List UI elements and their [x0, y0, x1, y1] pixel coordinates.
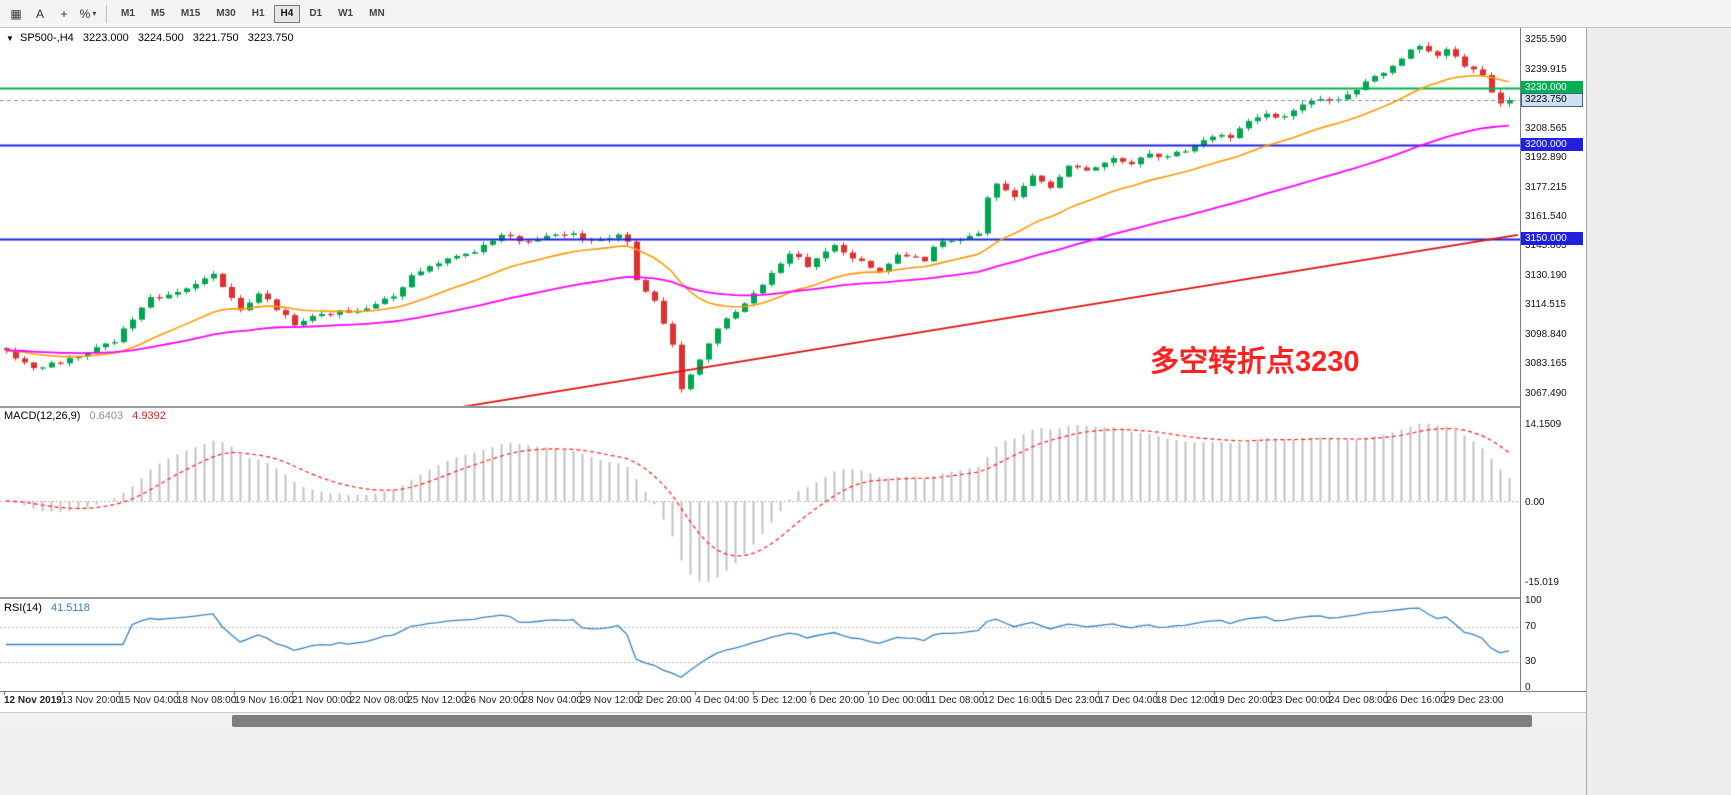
hline-badge-3230: 3230.000	[1521, 81, 1583, 95]
price-axis-label: 3208.565	[1525, 122, 1567, 134]
price-axis-label: 3114.515	[1525, 299, 1566, 311]
price-axis-label: 3083.165	[1525, 358, 1567, 370]
crosshair-icon[interactable]: +	[60, 6, 68, 21]
rsi-scale-label: 30	[1525, 655, 1537, 667]
timeframe-m15-button[interactable]: M15	[180, 8, 201, 19]
macd-value: 0.6403	[89, 410, 124, 422]
timeframe-w1-button[interactable]: W1	[338, 8, 354, 19]
price-axis-label: 3239.915	[1525, 63, 1567, 75]
rsi-scale-label: 0	[1525, 682, 1531, 693]
price-axis-label: 3098.840	[1525, 328, 1567, 340]
price-axis-label: 3145.865	[1525, 240, 1567, 252]
panel-splitter[interactable]	[0, 406, 1586, 408]
rsi-value: 41.5118	[50, 602, 90, 614]
macd-scale-min: -15.019	[1525, 576, 1559, 588]
time-axis-label: 25 Nov 12:00	[407, 695, 467, 706]
close-value: 3223.750	[247, 32, 294, 44]
macd-scale-max: 14.1509	[1525, 418, 1562, 430]
fibonacci-icon[interactable]: % ▾	[79, 6, 97, 21]
timeframe-h4-button[interactable]: H4	[273, 4, 301, 23]
timeframe-m1-button[interactable]: M1	[121, 8, 135, 19]
chart-canvas[interactable]	[0, 28, 1520, 698]
rsi-name: RSI(14)	[4, 602, 42, 614]
chart-window: ▼ SP500-,H4 3223.000 3224.500 3221.750 3…	[0, 28, 1586, 727]
time-axis-label: 12 Nov 2019	[4, 695, 62, 706]
bid-price-badge: 3223.750	[1521, 93, 1583, 108]
chart-annotation-text[interactable]: 多空转折点3230	[1150, 346, 1360, 378]
timeframe-d1-button[interactable]: D1	[309, 8, 323, 19]
time-axis-label: 28 Nov 04:00	[522, 695, 582, 706]
price-axis-label: 3255.590	[1525, 34, 1567, 46]
time-axis-label: 11 Dec 08:00	[925, 695, 985, 706]
horizontal-scrollbar[interactable]	[0, 712, 1586, 727]
rsi-panel-label: RSI(14) 41.5118	[4, 602, 96, 614]
price-axis-label: 3130.190	[1525, 269, 1567, 281]
time-axis-line	[0, 691, 1586, 692]
time-axis-label: 19 Nov 16:00	[234, 695, 294, 706]
time-axis-label: 6 Dec 20:00	[810, 695, 865, 706]
hline-badge-3150: 3150.000	[1521, 231, 1583, 245]
time-axis-label: 15 Dec 23:00	[1040, 695, 1101, 706]
time-axis-label: 17 Dec 04:00	[1098, 695, 1158, 706]
right-gutter	[1586, 28, 1731, 795]
rsi-scale-label: 100	[1525, 595, 1542, 606]
price-axis[interactable]: 3223.750 14.1509 0.00 -15.019 3255.590 32…	[1520, 28, 1586, 693]
chart-title: ▼ SP500-,H4 3223.000 3224.500 3221.750 3…	[6, 32, 300, 44]
time-axis-label: 4 Dec 04:00	[695, 695, 750, 706]
timeframe-m30-button[interactable]: M30	[216, 8, 236, 19]
timeframe-mn-button[interactable]: MN	[369, 8, 385, 19]
time-axis-label: 19 Dec 20:00	[1213, 695, 1274, 706]
charts-icon[interactable]: ▦	[10, 6, 22, 21]
macd-name: MACD(12,26,9)	[4, 410, 81, 422]
toolbar-separator	[106, 4, 107, 23]
price-axis-label: 3161.540	[1525, 210, 1567, 222]
time-axis-label: 5 Dec 12:00	[752, 695, 807, 706]
toolbar-tools: ▦ A + % ▾	[4, 4, 100, 24]
chart-context-icon: ▼	[6, 34, 14, 43]
toolbar: ▦ A + % ▾ M1 M5 M15 M30 H1 H4 D1 W1 MN	[0, 0, 1731, 28]
price-axis-label: 3192.890	[1525, 152, 1567, 164]
timeframe-h1-button[interactable]: H1	[251, 8, 265, 19]
dropdown-caret-icon: ▾	[92, 9, 97, 18]
rsi-scale-label: 70	[1525, 621, 1537, 633]
panel-splitter[interactable]	[0, 597, 1586, 599]
macd-scale-zero: 0.00	[1525, 496, 1545, 508]
bottom-gutter	[0, 727, 1586, 795]
price-axis-label: 3067.490	[1525, 387, 1567, 399]
time-axis-label: 29 Nov 12:00	[580, 695, 640, 706]
time-axis-label: 10 Dec 00:00	[868, 695, 928, 706]
time-axis-label: 15 Nov 04:00	[119, 695, 179, 706]
price-axis-label: 3177.215	[1525, 181, 1567, 193]
time-axis-label: 26 Nov 20:00	[464, 695, 525, 706]
time-axis-label: 2 Dec 20:00	[637, 695, 692, 706]
macd-panel-label: MACD(12,26,9) 0.6403 4.9392	[4, 410, 172, 422]
low-value: 3221.750	[192, 32, 239, 44]
time-axis-label: 12 Dec 16:00	[983, 695, 1043, 706]
time-axis-label: 24 Dec 08:00	[1328, 695, 1389, 706]
text-label-icon[interactable]: A	[35, 6, 44, 21]
time-axis-label: 22 Nov 08:00	[349, 695, 410, 706]
high-value: 3224.500	[137, 32, 184, 44]
macd-signal-value: 4.9392	[132, 410, 166, 422]
timeframe-buttons: M1 M5 M15 M30 H1 H4 D1 W1 MN	[113, 4, 393, 23]
time-axis-label: 23 Dec 00:00	[1271, 695, 1331, 706]
symbol-timeframe: SP500-,H4	[19, 32, 74, 44]
time-axis-label: 13 Nov 20:00	[61, 695, 122, 706]
time-axis-label: 18 Dec 12:00	[1156, 695, 1216, 706]
time-axis-label: 26 Dec 16:00	[1386, 695, 1446, 706]
scrollbar-thumb[interactable]	[232, 715, 1532, 727]
time-axis-label: 18 Nov 08:00	[176, 695, 237, 706]
open-value: 3223.000	[82, 32, 129, 44]
hline-badge-3200: 3200.000	[1521, 137, 1583, 151]
time-axis-label: 29 Dec 23:00	[1444, 695, 1504, 706]
timeframe-m5-button[interactable]: M5	[150, 8, 165, 19]
time-axis-label: 21 Nov 00:00	[292, 695, 352, 706]
